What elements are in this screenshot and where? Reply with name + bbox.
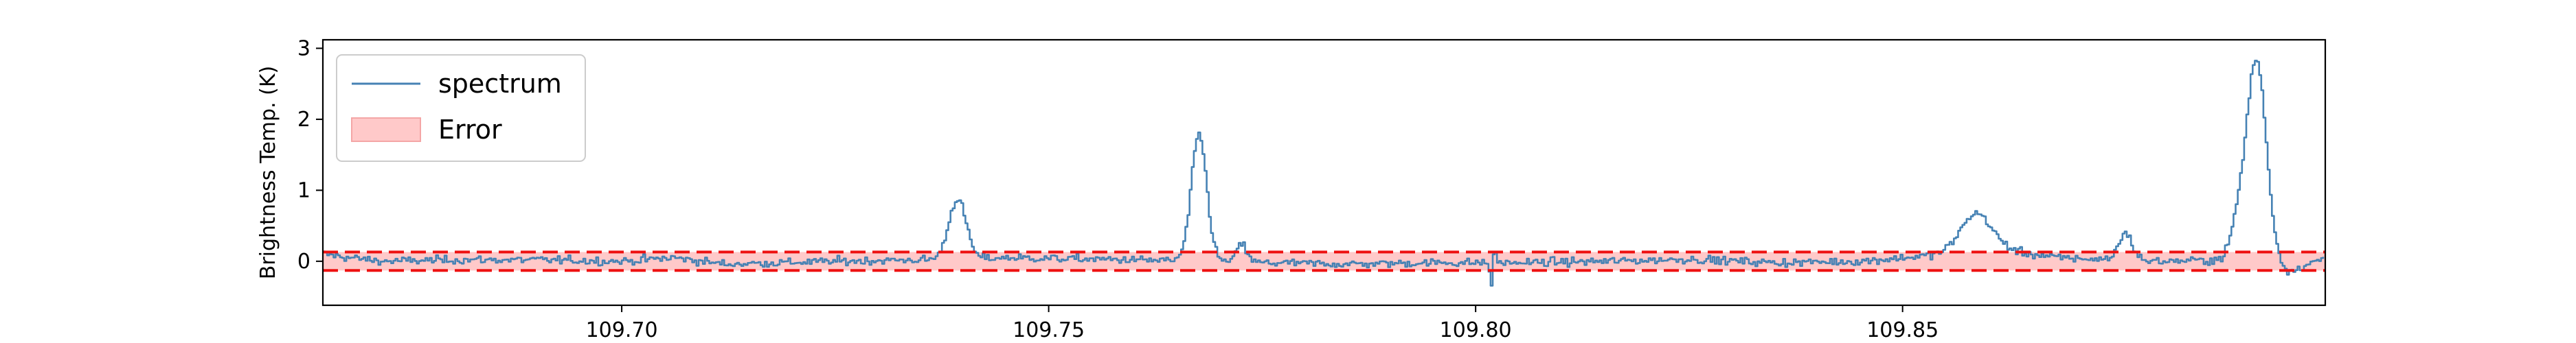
y-tick-label: 0 [297,250,310,274]
legend-error-swatch [351,117,421,142]
plot-area [323,60,2325,287]
y-axis-label: Brightness Temp. (K) [256,66,280,279]
y-tick-label: 2 [297,108,310,132]
axes-frame [321,38,2327,307]
axes: 109.70 109.75 109.80 109.85 0 1 2 3 Brightness T… [256,36,2327,342]
x-tick-label: 109.85 [1866,318,1939,342]
x-tick-label: 109.75 [1013,318,1085,342]
legend-spectrum-label: spectrum [438,69,562,99]
legend: spectrum Error [336,54,586,162]
legend-error-label: Error [438,115,502,145]
x-tick-label: 109.70 [586,318,658,342]
spectrum-line [323,60,2325,287]
y-tick-label: 1 [297,178,310,202]
error-band [323,252,2325,271]
x-tick-label: 109.80 [1440,318,1512,342]
y-tick-label: 3 [297,36,310,60]
